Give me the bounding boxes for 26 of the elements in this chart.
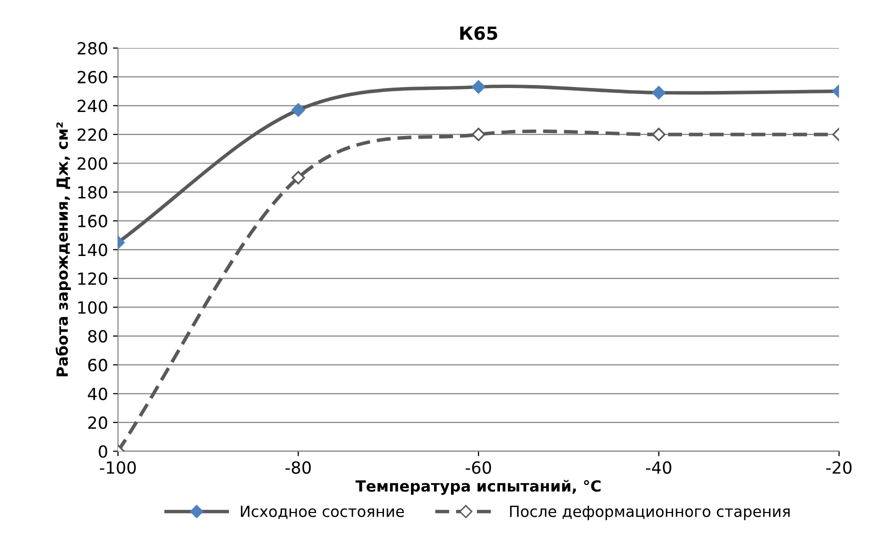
legend-label: Исходное состояние xyxy=(240,506,404,520)
y-axis-title: Работа зарождения, Дж, см² xyxy=(56,122,71,376)
y-tick-label: 260 xyxy=(78,70,108,84)
y-tick-label: 120 xyxy=(78,272,108,286)
y-tick-label: 20 xyxy=(88,416,108,429)
y-tick-label: 220 xyxy=(78,128,108,142)
y-tick-label: 240 xyxy=(78,100,108,112)
y-tick-label: 180 xyxy=(78,186,108,199)
legend-label: После деформационного старения xyxy=(510,506,790,520)
y-tick-label: 100 xyxy=(78,301,108,314)
x-tick-label: -20 xyxy=(826,461,852,474)
chart-title: К65 xyxy=(460,26,498,40)
x-tick-label: -80 xyxy=(285,461,311,474)
y-tick-label: 280 xyxy=(78,42,108,55)
y-tick-label: 80 xyxy=(88,330,108,343)
y-tick-label: 160 xyxy=(78,214,108,228)
y-tick-label: 0 xyxy=(98,445,108,458)
y-tick-label: 200 xyxy=(78,157,108,170)
x-axis-title: Температура испытаний, °С xyxy=(356,480,601,495)
y-tick-label: 140 xyxy=(78,244,108,256)
x-tick-label: -40 xyxy=(646,461,672,474)
point xyxy=(472,128,486,142)
x-tick-label: -100 xyxy=(100,461,136,474)
y-tick-label: 40 xyxy=(88,388,108,400)
y-tick-label: 60 xyxy=(88,358,108,372)
x-tick-label: -60 xyxy=(466,461,492,474)
